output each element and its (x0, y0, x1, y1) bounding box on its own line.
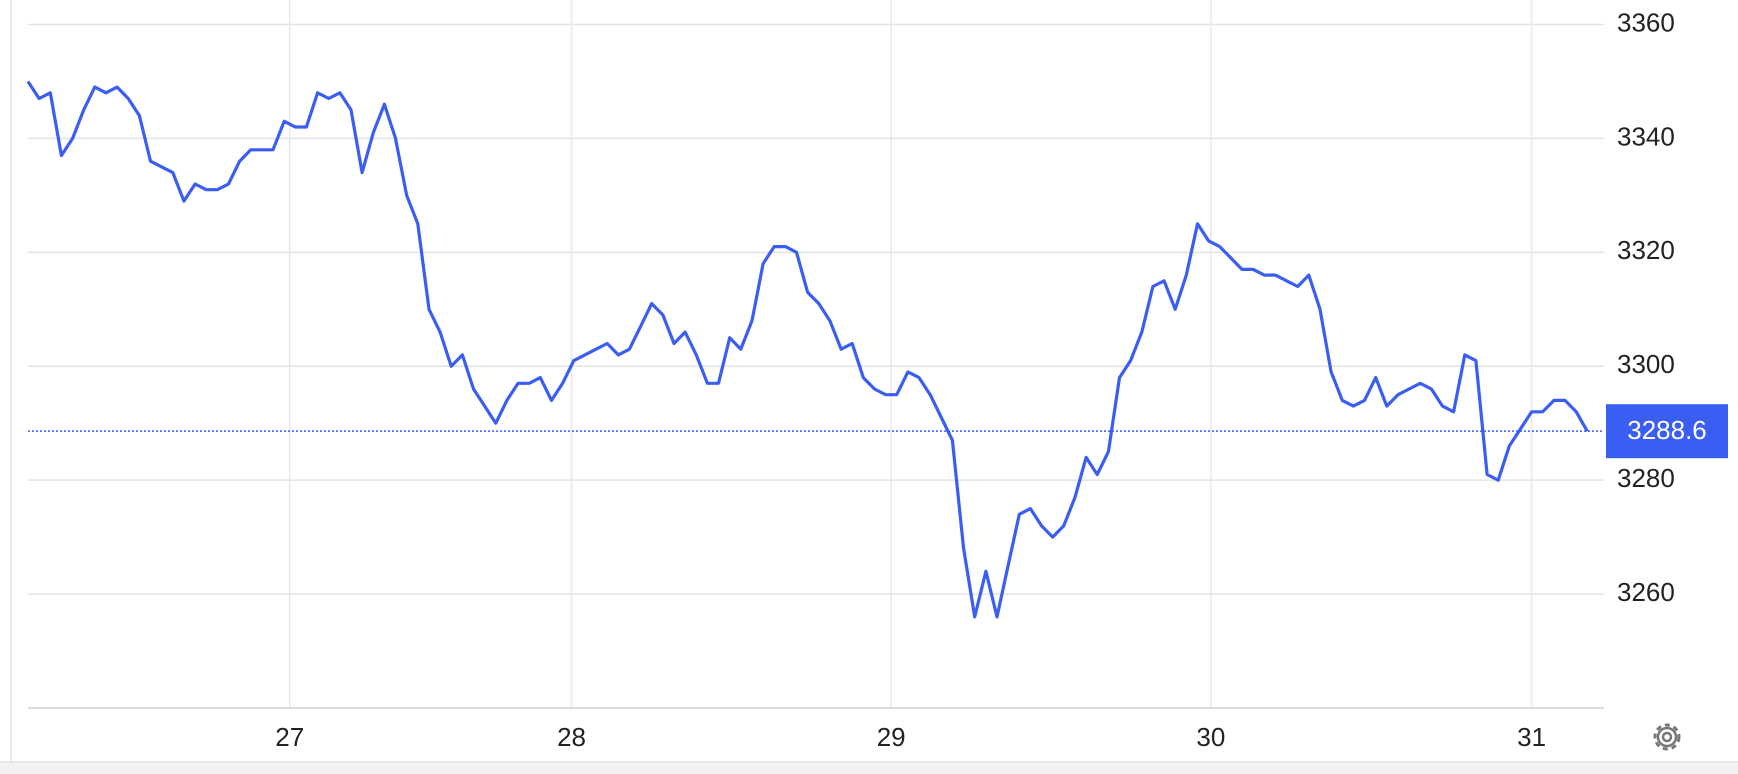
current-value-label: 3288.6 (1627, 415, 1707, 445)
bottom-bar (0, 762, 1738, 774)
y-tick-label: 3260 (1617, 577, 1675, 607)
x-tick-label: 28 (557, 722, 586, 752)
x-tick-label: 29 (877, 722, 906, 752)
y-tick-label: 3360 (1617, 7, 1675, 37)
y-tick-label: 3340 (1617, 121, 1675, 151)
x-tick-label: 27 (275, 722, 304, 752)
x-tick-label: 31 (1517, 722, 1546, 752)
current-value-box (1606, 404, 1728, 459)
y-tick-label: 3320 (1617, 235, 1675, 265)
settings-icon[interactable] (1653, 723, 1681, 751)
y-tick-label: 3300 (1617, 349, 1675, 379)
price-line (26, 80, 1589, 619)
x-tick-label: 30 (1196, 722, 1225, 752)
y-tick-label: 3280 (1617, 463, 1675, 493)
